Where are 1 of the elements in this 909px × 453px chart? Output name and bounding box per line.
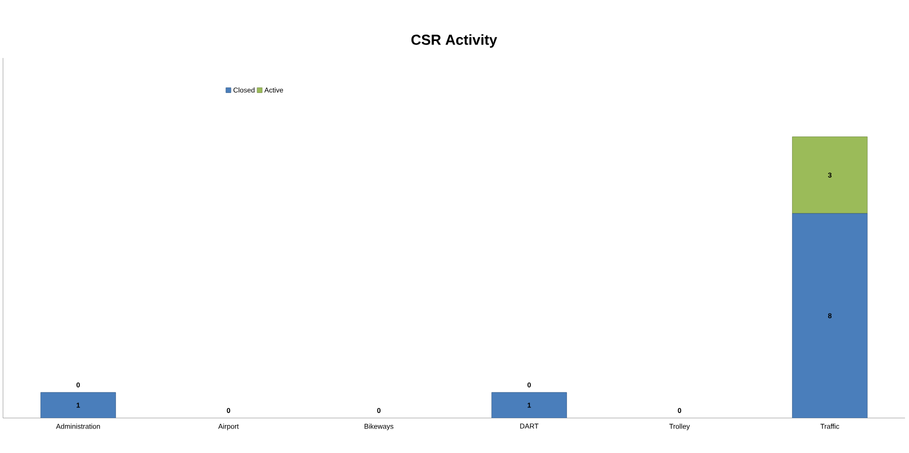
chart-title: CSR Activity bbox=[411, 34, 498, 48]
